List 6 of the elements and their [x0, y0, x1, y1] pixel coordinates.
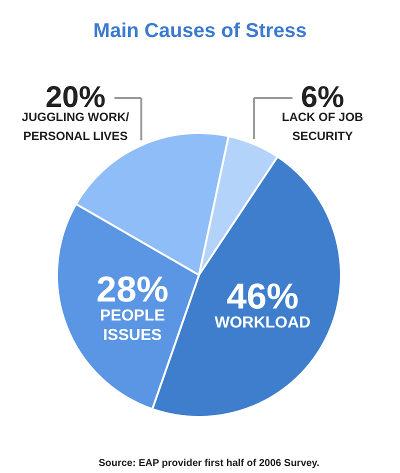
data-label: 28% [96, 268, 168, 310]
chart-title: Main Causes of Stress [93, 20, 307, 42]
source-note: Source: EAP provider first half of 2006 Survey. [98, 458, 320, 469]
slice-label: PEOPLE ISSUES [100, 308, 166, 344]
data-label: 46% [226, 276, 299, 317]
slice-label: WORKLOAD [214, 314, 311, 332]
